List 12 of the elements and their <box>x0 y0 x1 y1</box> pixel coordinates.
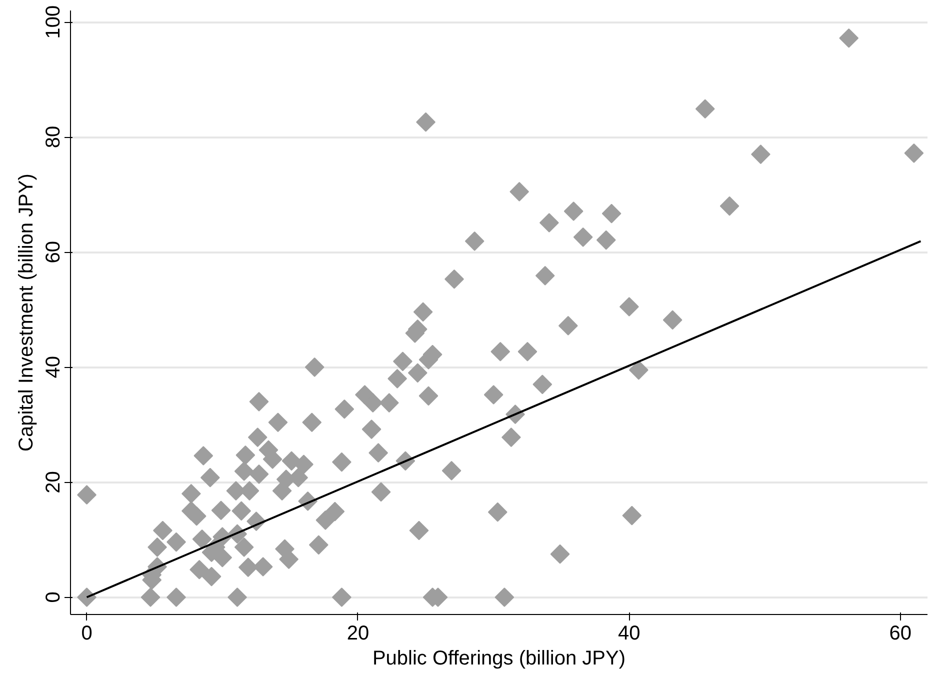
x-tick-label: 20 <box>346 622 370 644</box>
y-tick-label: 60 <box>42 240 64 264</box>
x-tick-label: 40 <box>618 622 640 644</box>
y-tick-label: 100 <box>42 5 64 39</box>
x-axis-title: Public Offerings (billion JPY) <box>372 648 626 670</box>
y-tick-label: 40 <box>42 356 64 378</box>
x-tick-label: 60 <box>889 622 912 644</box>
y-tick-label: 80 <box>42 126 64 148</box>
y-axis-title: Capital Investment (billion JPY) <box>16 174 38 452</box>
y-tick-label: 20 <box>42 471 64 494</box>
x-tick-label: 0 <box>81 622 92 644</box>
y-tick-label: 0 <box>42 592 64 603</box>
